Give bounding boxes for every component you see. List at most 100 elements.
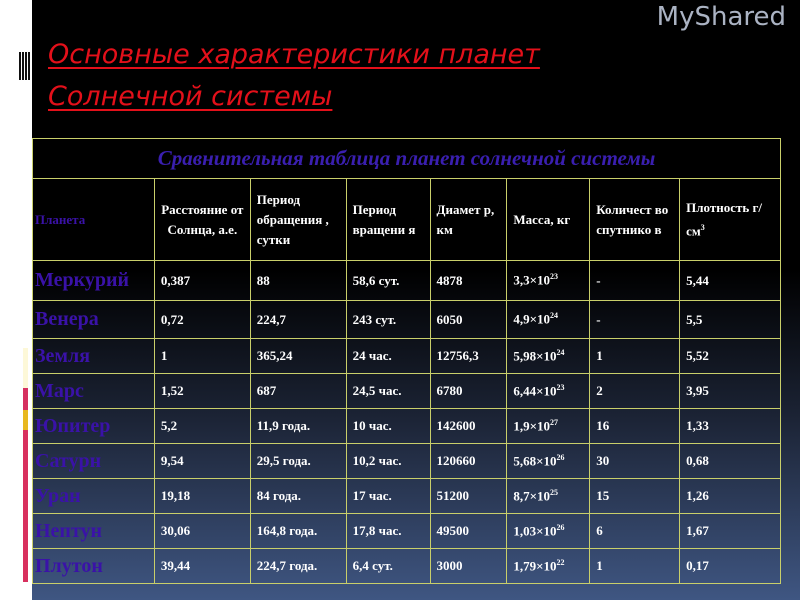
table-cell: 88 [249, 260, 347, 301]
unit-superscript: 3 [700, 222, 705, 232]
cell-text: 17,8 час. [352, 523, 402, 538]
cell-text: 1 [596, 558, 603, 573]
cell-text: Венера [35, 308, 99, 330]
planet-name: Сатурн [32, 443, 155, 479]
cell-text: 224,7 [256, 311, 287, 327]
cell-text: 1,79×10 [513, 558, 557, 574]
watermark: MyShared [656, 2, 786, 32]
table-row: Плутон 39,44 224,7 года. 6,4 сут. 3000 1,79×1… [32, 548, 781, 584]
table-cell: 12756,3 [429, 338, 508, 374]
table-cell: 1,33 [679, 408, 781, 444]
cell-text: 3000 [436, 558, 463, 573]
table-cell: 2 [589, 373, 681, 409]
column-header: Планета [32, 178, 155, 261]
exponent: 24 [550, 311, 559, 321]
table-cell: 6 [589, 513, 681, 549]
table-cell: 15 [589, 478, 681, 514]
exponent: 26 [556, 522, 565, 532]
title-line-2: Солнечной системы [48, 81, 333, 112]
header-text: Масса, кг [513, 211, 571, 227]
cell-text: 24,5 час. [352, 383, 402, 398]
cell-text: 88 [256, 272, 270, 288]
exponent: 24 [556, 347, 565, 357]
column-header: Период обращения , сутки [249, 178, 347, 261]
table-cell: 142600 [429, 408, 508, 444]
header-text: Период вращени я [352, 201, 416, 237]
column-header: Период вращени я [345, 178, 431, 261]
cell-text: 6050 [436, 311, 463, 327]
table-row: Марс 1,52 687 24,5 час. 6780 6,44×1023 2 3,95 [32, 373, 781, 409]
cell-text: 1,9×10 [513, 418, 551, 434]
header-row: Планета Расстояние от Солнца, а.е. Период … [32, 178, 781, 261]
cell-text: 5,5 [686, 311, 703, 327]
table-cell: 10,2 час. [345, 443, 431, 479]
cell-text: 2 [596, 383, 603, 398]
cell-text: 24 час. [352, 348, 392, 363]
column-header: Диамет р, км [429, 178, 508, 261]
table-cell: 3000 [429, 548, 508, 584]
cell-text: 30,06 [160, 523, 191, 538]
cell-text: 58,6 сут. [352, 272, 400, 288]
cell-text: 1,26 [686, 488, 709, 503]
decorative-bars [19, 52, 31, 80]
exponent: 22 [556, 557, 565, 567]
cell-text: 6780 [436, 383, 463, 398]
table-cell: 1,79×1022 [506, 548, 591, 584]
cell-text: 0,387 [160, 272, 191, 288]
cell-text: 5,2 [160, 418, 178, 433]
cell-text: 0,72 [160, 311, 184, 327]
cell-text: 687 [256, 383, 277, 398]
planet-name: Земля [32, 338, 155, 374]
side-strip-pink [23, 430, 28, 582]
planet-name: Плутон [32, 548, 155, 584]
cell-text: 5,68×10 [513, 453, 557, 469]
slide-title: Основные характеристики планет Солнечной… [48, 34, 540, 118]
table-cell: 0,72 [153, 300, 251, 339]
cell-text: 120660 [436, 453, 476, 468]
table-cell: 120660 [429, 443, 508, 479]
planets-table: Сравнительная таблица планет солнечной с… [32, 138, 781, 584]
cell-text: 3,95 [686, 383, 709, 398]
table-row: Венера 0,72 224,7 243 сут. 6050 4,9×1024- 5,5 [32, 300, 781, 339]
table-cell: 4,9×1024 [506, 300, 591, 339]
cell-text: 9,54 [160, 453, 184, 468]
cell-text: 5,98×10 [513, 348, 557, 364]
table-cell: 11,9 года. [249, 408, 347, 444]
planet-name: Марс [32, 373, 155, 409]
cell-text: 6,4 сут. [352, 558, 393, 573]
table-cell: 84 года. [249, 478, 347, 514]
cell-text: 8,7×10 [513, 488, 551, 504]
table-cell: 24,5 час. [345, 373, 431, 409]
table-cell: 30,06 [153, 513, 251, 549]
planet-name: Меркурий [32, 260, 155, 301]
table-row: Меркурий 0,387 88 58,6 сут. 4878 3,3×1023-5,4… [32, 260, 781, 301]
cell-text: Земля [35, 344, 91, 367]
cell-text: 11,9 года. [256, 418, 311, 433]
cell-text: 29,5 года. [256, 453, 311, 468]
cell-text: 243 сут. [352, 311, 397, 327]
table-cell: 1,03×1026 [506, 513, 591, 549]
table-cell: 3,3×1023 [506, 260, 591, 301]
exponent: 25 [550, 487, 559, 497]
table-cell: 1,9×1027 [506, 408, 591, 444]
table-cell: 30 [589, 443, 681, 479]
cell-text: 224,7 года. [256, 558, 318, 573]
cell-text: 365,24 [256, 348, 293, 363]
table-cell: 0,17 [679, 548, 781, 584]
cell-text: 5,52 [686, 348, 709, 363]
table-cell: 224,7 [249, 300, 347, 339]
cell-text: - [596, 311, 601, 327]
cell-text: 1,03×10 [513, 523, 557, 539]
table-cell: 243 сут. [345, 300, 431, 339]
table-cell: 224,7 года. [249, 548, 347, 584]
column-header: Масса, кг [506, 178, 591, 261]
table-cell: 0,387 [153, 260, 251, 301]
cell-text: 4878 [436, 272, 463, 288]
cell-text: 164,8 года. [256, 523, 318, 538]
cell-text: Плутон [35, 554, 103, 577]
table-cell: 687 [249, 373, 347, 409]
table-cell: 16 [589, 408, 681, 444]
cell-text: 1 [160, 348, 168, 363]
cell-text: 19,18 [160, 488, 191, 503]
cell-text: Юпитер [35, 414, 111, 437]
